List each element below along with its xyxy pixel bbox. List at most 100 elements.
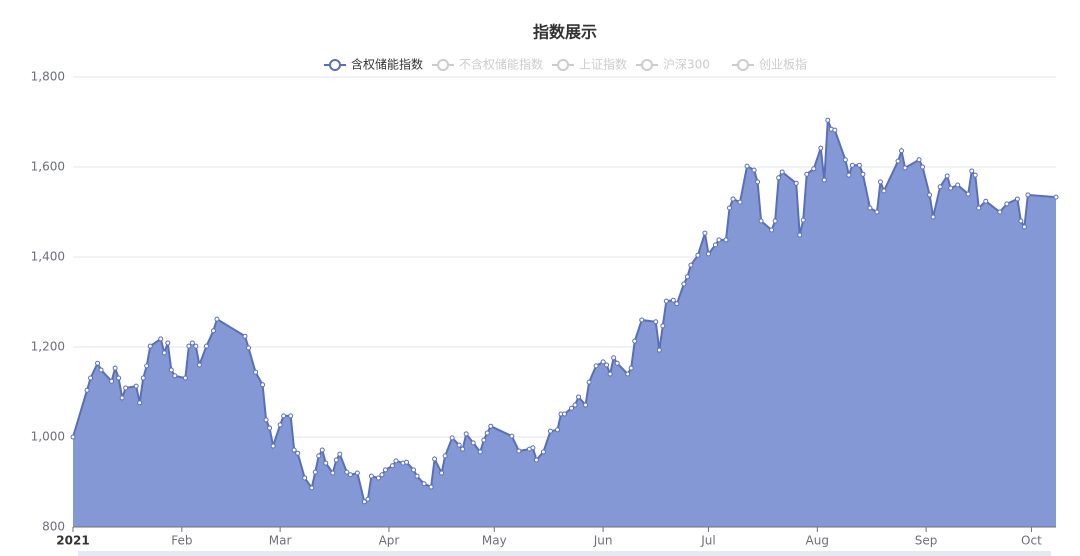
point xyxy=(379,472,385,478)
point xyxy=(354,470,360,476)
point xyxy=(723,237,729,243)
legend-marker[interactable] xyxy=(737,59,749,71)
x-tick-label: Feb xyxy=(171,534,192,548)
point xyxy=(368,473,374,479)
point xyxy=(449,435,455,441)
y-tick-label: 800 xyxy=(42,520,65,534)
legend-label[interactable]: 上证指数 xyxy=(579,57,627,72)
point xyxy=(260,382,266,388)
point xyxy=(997,209,1003,215)
point xyxy=(456,442,462,448)
point xyxy=(133,383,139,389)
legend-label[interactable]: 创业板指 xyxy=(759,57,807,72)
point xyxy=(161,350,167,356)
point xyxy=(944,173,950,179)
point xyxy=(779,169,785,175)
point xyxy=(716,237,722,243)
point xyxy=(684,274,690,280)
point xyxy=(948,185,954,191)
point xyxy=(969,168,975,174)
point xyxy=(832,127,838,133)
point xyxy=(393,458,399,464)
point xyxy=(147,343,153,349)
point xyxy=(569,405,575,411)
point xyxy=(877,179,883,185)
point xyxy=(867,205,873,211)
point xyxy=(804,171,810,177)
point xyxy=(821,177,827,183)
point xyxy=(203,343,209,349)
x-tick-label: May xyxy=(482,534,507,548)
y-tick-label: 1,400 xyxy=(31,250,65,264)
point xyxy=(70,434,76,440)
point xyxy=(927,192,933,198)
y-tick-label: 1,200 xyxy=(31,340,65,354)
point xyxy=(168,367,174,373)
point xyxy=(295,450,301,456)
point xyxy=(772,218,778,224)
point xyxy=(881,188,887,194)
point xyxy=(432,456,438,462)
point xyxy=(744,163,750,169)
x-tick-label: Jul xyxy=(700,534,715,548)
point xyxy=(983,198,989,204)
point xyxy=(144,363,150,369)
legend-marker[interactable] xyxy=(329,59,341,71)
point xyxy=(825,117,831,123)
y-tick-label: 1,800 xyxy=(31,70,65,84)
point xyxy=(695,252,701,258)
point xyxy=(375,475,381,481)
point xyxy=(611,355,617,361)
point xyxy=(712,242,718,248)
point xyxy=(214,316,220,322)
point xyxy=(533,457,539,463)
point xyxy=(421,481,427,487)
point xyxy=(554,427,560,433)
point xyxy=(902,165,908,171)
point xyxy=(98,367,104,373)
legend-marker[interactable] xyxy=(557,59,569,71)
x-tick-label: Oct xyxy=(1021,534,1042,548)
point xyxy=(516,448,522,454)
point xyxy=(681,281,687,287)
point xyxy=(182,375,188,381)
point xyxy=(116,375,122,381)
point xyxy=(593,363,599,369)
legend-label[interactable]: 不含权储能指数 xyxy=(459,57,543,72)
zoom-slider[interactable] xyxy=(78,551,1051,556)
point xyxy=(895,158,901,164)
point xyxy=(344,469,350,475)
point xyxy=(196,362,202,368)
point xyxy=(874,209,880,215)
point xyxy=(330,470,336,476)
point xyxy=(193,343,199,349)
legend-marker[interactable] xyxy=(437,59,449,71)
point xyxy=(509,433,515,439)
point xyxy=(965,191,971,197)
point xyxy=(653,319,659,325)
point xyxy=(625,371,631,377)
point xyxy=(730,196,736,202)
point xyxy=(842,157,848,163)
point xyxy=(846,172,852,178)
point xyxy=(604,362,610,368)
point xyxy=(463,431,469,437)
point xyxy=(119,395,125,401)
point xyxy=(319,447,325,453)
legend-marker[interactable] xyxy=(641,59,653,71)
point xyxy=(172,373,178,379)
point xyxy=(382,467,388,473)
x-tick-label: Apr xyxy=(379,534,400,548)
point xyxy=(860,171,866,177)
legend-label[interactable]: 沪深300 xyxy=(663,58,710,72)
point xyxy=(540,449,546,455)
point xyxy=(800,217,806,223)
point xyxy=(488,423,494,429)
point xyxy=(793,180,799,186)
y-tick-label: 1,000 xyxy=(31,430,65,444)
point xyxy=(607,371,613,377)
point xyxy=(137,400,143,406)
legend-label[interactable]: 含权储能指数 xyxy=(351,57,423,72)
point xyxy=(270,443,276,449)
